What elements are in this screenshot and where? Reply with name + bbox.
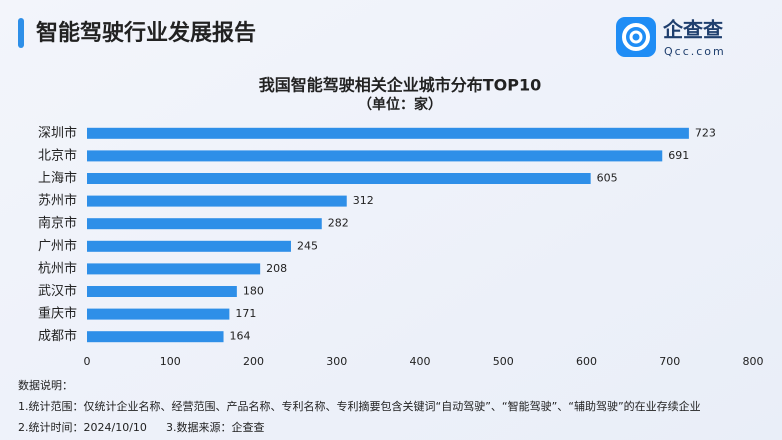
value-label: 605 bbox=[597, 172, 618, 185]
bar bbox=[87, 150, 663, 162]
x-tick-label: 300 bbox=[326, 355, 347, 368]
y-tick-label: 重庆市 bbox=[38, 306, 77, 322]
x-tick-label: 600 bbox=[576, 355, 597, 368]
value-label: 164 bbox=[230, 330, 251, 343]
logo-icon bbox=[616, 17, 656, 57]
logo-dot bbox=[629, 30, 643, 44]
y-tick-label: 杭州市 bbox=[38, 260, 77, 276]
title-accent bbox=[18, 18, 24, 48]
logo-ring bbox=[622, 23, 650, 51]
note: 1.统计范围：仅统计企业名称、经营范围、产品名称、专利名称、专利摘要包含关键词“… bbox=[18, 399, 701, 413]
y-tick-label: 深圳市 bbox=[38, 125, 77, 141]
bar bbox=[87, 195, 347, 207]
x-tick-label: 400 bbox=[410, 355, 431, 368]
y-tick-label: 武汉市 bbox=[38, 283, 77, 299]
y-tick-label: 广州市 bbox=[38, 238, 77, 254]
note: 3.数据来源：企查查 bbox=[166, 420, 265, 434]
value-label: 171 bbox=[235, 307, 256, 320]
y-tick-label: 成都市 bbox=[38, 328, 77, 344]
value-label: 208 bbox=[266, 262, 287, 275]
y-tick-label: 上海市 bbox=[38, 170, 77, 186]
bar bbox=[87, 173, 591, 184]
logo-domain: Qcc.com bbox=[664, 45, 726, 58]
bar bbox=[87, 263, 261, 275]
x-tick-label: 200 bbox=[243, 355, 264, 368]
bar bbox=[87, 331, 224, 343]
notes-heading: 数据说明： bbox=[18, 378, 73, 392]
logo-name: 企查查 bbox=[662, 18, 723, 42]
y-tick-label: 苏州市 bbox=[38, 193, 77, 209]
value-label: 723 bbox=[695, 126, 716, 139]
chart-subtitle: （单位：家） bbox=[358, 96, 442, 113]
bar bbox=[87, 218, 322, 230]
note: 2.统计时间：2024/10/10 bbox=[18, 421, 147, 434]
value-label: 312 bbox=[353, 194, 374, 207]
bar bbox=[87, 286, 237, 297]
y-tick-label: 北京市 bbox=[38, 147, 77, 163]
y-tick-label: 南京市 bbox=[38, 215, 77, 231]
value-label: 180 bbox=[243, 285, 264, 298]
x-tick-label: 700 bbox=[659, 355, 680, 368]
x-tick-label: 800 bbox=[743, 355, 764, 368]
bar bbox=[87, 240, 291, 252]
logo: 企查查 Qcc.com bbox=[616, 17, 726, 58]
x-tick-label: 0 bbox=[84, 355, 91, 368]
x-tick-label: 500 bbox=[493, 355, 514, 368]
value-label: 282 bbox=[328, 217, 349, 230]
bar bbox=[87, 308, 230, 320]
value-label: 691 bbox=[668, 149, 689, 162]
x-tick-label: 100 bbox=[160, 355, 181, 368]
value-label: 245 bbox=[297, 239, 318, 252]
bar bbox=[87, 127, 689, 139]
chart-title: 我国智能驾驶相关企业城市分布TOP10 bbox=[259, 76, 542, 95]
page-title: 智能驾驶行业发展报告 bbox=[36, 20, 256, 46]
